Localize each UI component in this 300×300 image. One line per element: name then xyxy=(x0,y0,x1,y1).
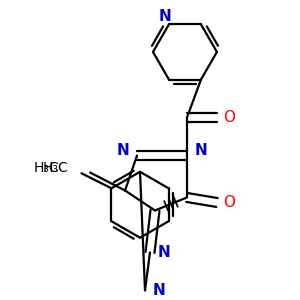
Text: N: N xyxy=(158,245,170,260)
Text: H₃C: H₃C xyxy=(34,161,59,175)
Text: N: N xyxy=(117,143,129,158)
Text: O: O xyxy=(223,110,235,125)
Text: N: N xyxy=(195,143,207,158)
Text: O: O xyxy=(223,195,235,210)
Text: H₃C: H₃C xyxy=(42,160,68,175)
Text: N: N xyxy=(159,9,171,24)
Text: N: N xyxy=(153,283,165,298)
